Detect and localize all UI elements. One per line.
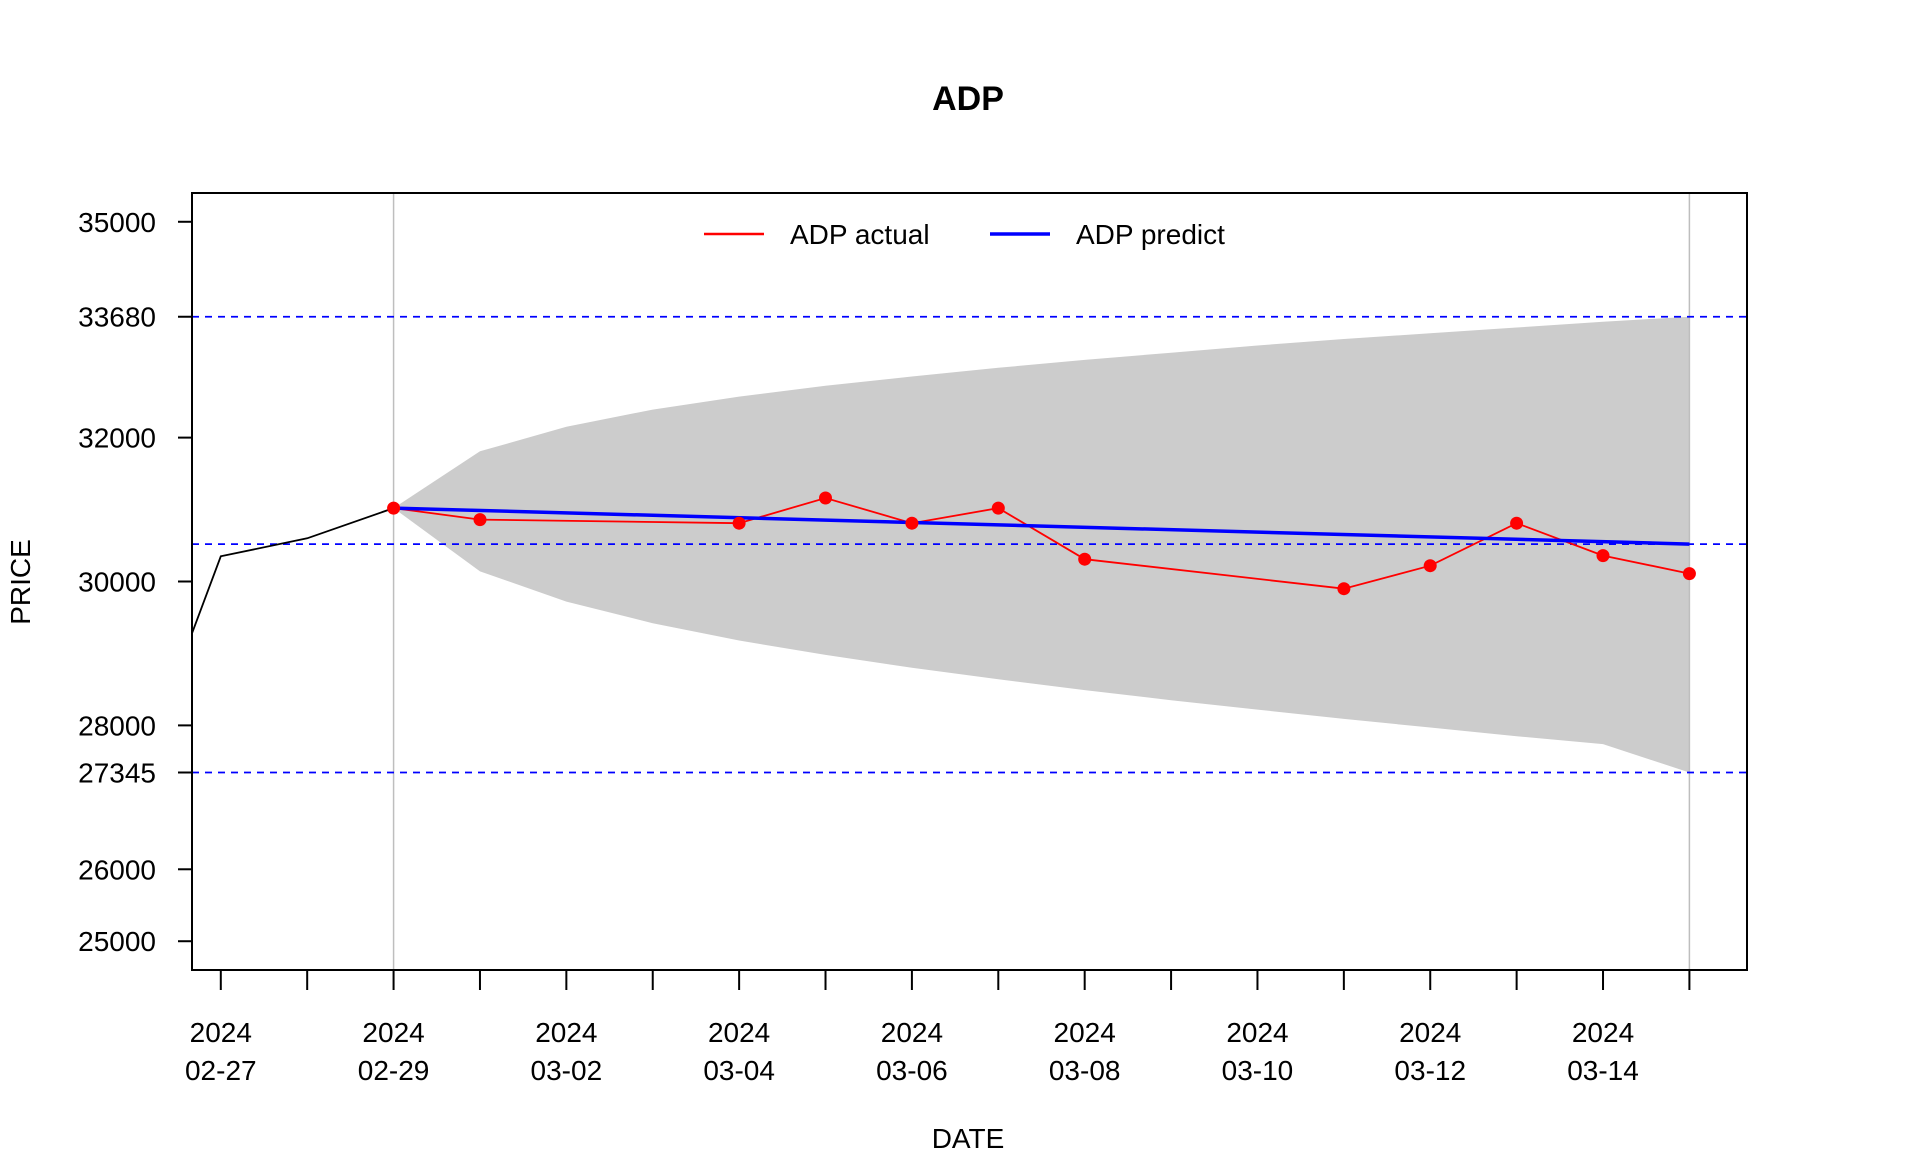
- y-axis-label: PRICE: [5, 539, 36, 625]
- series-layer: [192, 497, 1690, 634]
- x-tick-label-year: 2024: [881, 1017, 943, 1048]
- y-tick-label: 26000: [78, 854, 156, 885]
- data-point-actual: [1423, 559, 1437, 573]
- legend-label-predict: ADP predict: [1076, 219, 1225, 250]
- x-tick-label-year: 2024: [1226, 1017, 1288, 1048]
- x-tick-label-date: 02-29: [358, 1055, 430, 1086]
- data-point-actual: [905, 516, 919, 530]
- x-tick-label-date: 03-04: [703, 1055, 775, 1086]
- x-tick-label-year: 2024: [535, 1017, 597, 1048]
- series-line-predict: [393, 506, 1690, 546]
- data-point-actual: [732, 516, 746, 530]
- x-tick-label-year: 2024: [1572, 1017, 1634, 1048]
- y-tick-label: 33680: [78, 302, 156, 333]
- x-axis-label: DATE: [932, 1123, 1005, 1152]
- x-tick-label-date: 03-10: [1222, 1055, 1294, 1086]
- reference-lines-layer: [192, 193, 1747, 970]
- data-point-actual: [473, 513, 487, 527]
- data-point-actual: [1682, 567, 1696, 581]
- x-tick-label-date: 03-08: [1049, 1055, 1121, 1086]
- legend: ADP actual ADP predict: [704, 219, 1225, 250]
- x-tick-label-year: 2024: [190, 1017, 252, 1048]
- y-tick-label: 27345: [78, 758, 156, 789]
- data-point-actual: [1510, 516, 1524, 530]
- data-point-actual: [1337, 582, 1351, 596]
- data-points-layer: [387, 491, 1696, 596]
- x-tick-label-year: 2024: [362, 1017, 424, 1048]
- y-tick-label: 30000: [78, 567, 156, 598]
- x-tick-label-date: 03-12: [1394, 1055, 1466, 1086]
- y-tick-label: 32000: [78, 423, 156, 454]
- series-line-actual: [393, 497, 1690, 590]
- y-axis: 25000 26000 27345 28000 30000 32000 33680 35000: [78, 207, 192, 957]
- history-line: [192, 507, 394, 634]
- x-tick-label-date: 03-14: [1567, 1055, 1639, 1086]
- chart-title: ADP: [932, 80, 1004, 118]
- y-tick-label: 28000: [78, 710, 156, 741]
- x-tick-label-year: 2024: [1054, 1017, 1116, 1048]
- data-point-actual: [1596, 549, 1610, 563]
- y-tick-label: 25000: [78, 926, 156, 957]
- x-tick-label-year: 2024: [708, 1017, 770, 1048]
- x-tick-label-date: 03-02: [531, 1055, 603, 1086]
- y-tick-label: 35000: [78, 207, 156, 238]
- x-axis: 2024 02-27 2024 02-29 2024 03-02 2024 03-04 2024…: [185, 970, 1691, 1086]
- data-point-actual: [387, 501, 401, 515]
- data-point-actual: [1078, 552, 1092, 566]
- legend-label-actual: ADP actual: [790, 219, 930, 250]
- data-point-actual: [819, 491, 832, 505]
- data-point-actual: [991, 501, 1005, 515]
- x-tick-label-date: 02-27: [185, 1055, 257, 1086]
- x-tick-label-date: 03-06: [876, 1055, 948, 1086]
- x-tick-label-year: 2024: [1399, 1017, 1461, 1048]
